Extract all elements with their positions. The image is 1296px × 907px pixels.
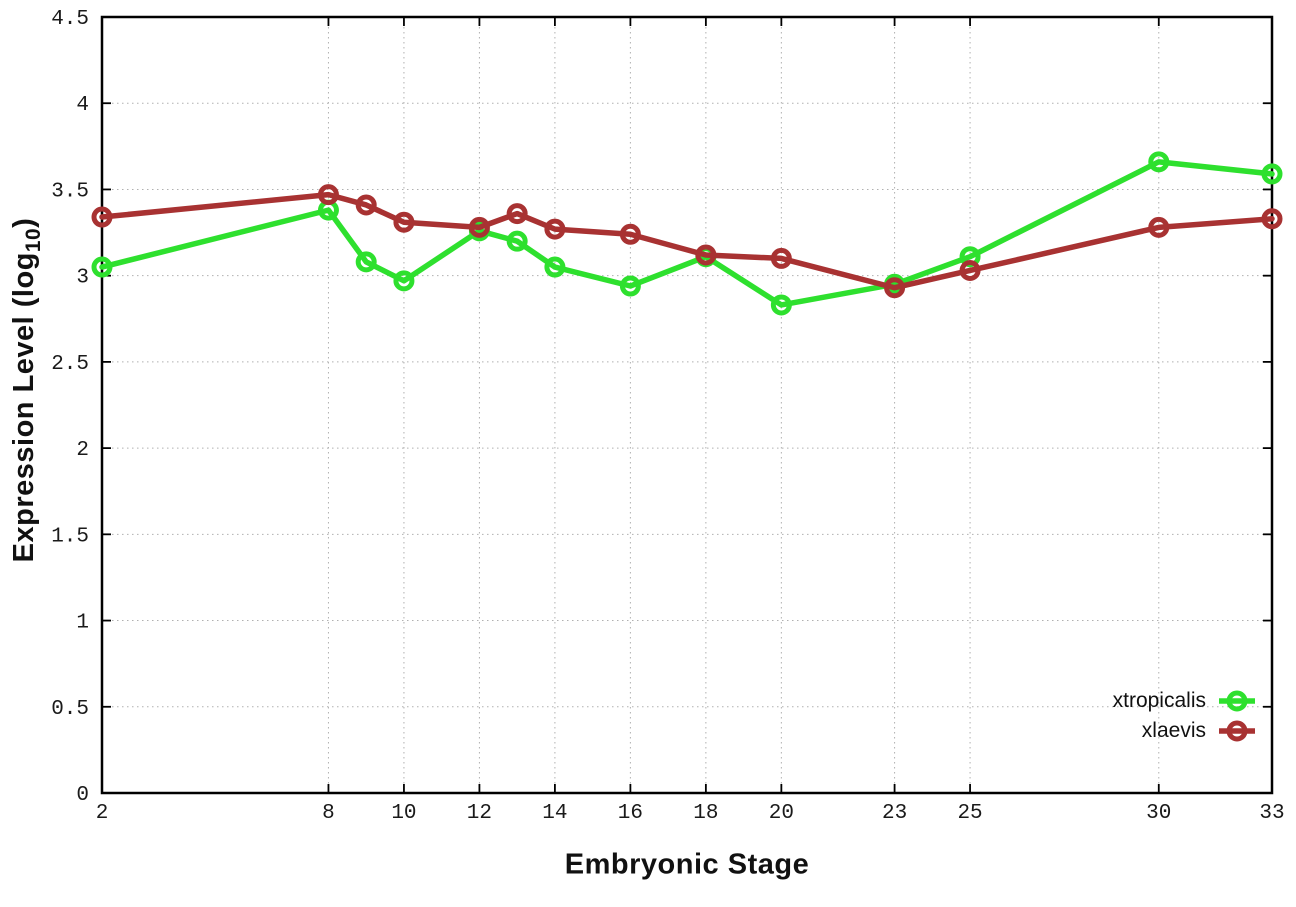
y-tick-label: 3.5 (51, 180, 89, 203)
x-axis-title: Embryonic Stage (564, 848, 810, 881)
data-point-marker (544, 256, 566, 278)
x-tick-label: 33 (1259, 802, 1284, 825)
x-tick-label: 23 (882, 802, 907, 825)
x-tick-labels: 2 8 10 12 14 16 18 20 23 25 30 33 (96, 802, 1285, 825)
data-point-marker (544, 218, 566, 240)
legend-item-xtropicalis: xtropicalis (1113, 686, 1256, 716)
plot-border (100, 15, 1274, 795)
y-tick-label: 0 (76, 784, 89, 807)
data-point-marker (1261, 163, 1283, 185)
series-xlaevis (91, 184, 1283, 299)
data-point-marker (91, 256, 113, 278)
data-point-marker (884, 277, 906, 299)
x-tick-label: 25 (957, 802, 982, 825)
data-point-marker (393, 211, 415, 233)
y-axis-title: Expression Level (log10) (8, 218, 46, 563)
legend: xtropicalis xlaevis (1113, 686, 1256, 746)
data-point-marker (506, 230, 528, 252)
data-point-marker (1148, 151, 1170, 173)
y-axis-title-subscript: 10 (21, 227, 45, 253)
data-point-marker (393, 270, 415, 292)
data-point-marker (959, 259, 981, 281)
data-point-marker (770, 294, 792, 316)
legend-label-xlaevis: xlaevis (1141, 719, 1206, 742)
data-point-marker (506, 203, 528, 225)
x-tick-label: 8 (322, 802, 335, 825)
data-point-marker (1261, 208, 1283, 230)
data-point-marker (695, 244, 717, 266)
y-tick-label: 1 (76, 612, 89, 635)
series-line (99, 191, 1275, 291)
x-tick-label: 30 (1146, 802, 1171, 825)
data-point-marker (770, 247, 792, 269)
axis-ticks (101, 16, 1273, 794)
legend-label-xtropicalis: xtropicalis (1112, 689, 1206, 712)
data-point-marker (619, 275, 641, 297)
data-point-marker (355, 194, 377, 216)
y-tick-label: 4.5 (51, 8, 89, 31)
x-tick-label: 12 (467, 802, 492, 825)
data-point-marker (355, 251, 377, 273)
x-tick-label: 10 (391, 802, 416, 825)
series-xtropicalis (91, 151, 1283, 316)
y-axis-title-close-paren: ) (8, 217, 41, 228)
y-tick-label: 4 (76, 94, 89, 117)
y-tick-label: 2.5 (51, 353, 89, 376)
data-point-marker (317, 184, 339, 206)
data-point-marker (91, 206, 113, 228)
data-point-marker (1148, 216, 1170, 238)
x-tick-label: 14 (542, 802, 567, 825)
y-tick-label: 1.5 (51, 525, 89, 548)
gridlines (101, 16, 1273, 794)
y-tick-labels: 0 0.5 1 1.5 2 2.5 3 3.5 4 4.5 (51, 8, 89, 807)
x-tick-label: 20 (769, 802, 794, 825)
data-point-marker (468, 216, 490, 238)
legend-item-xlaevis: xlaevis (1113, 716, 1256, 746)
x-tick-label: 2 (96, 802, 109, 825)
legend-sample-line-icon (1219, 690, 1255, 712)
x-tick-label: 18 (693, 802, 718, 825)
y-tick-label: 2 (76, 439, 89, 462)
x-tick-label: 16 (618, 802, 643, 825)
legend-sample-line-icon (1219, 720, 1255, 742)
y-tick-label: 3 (76, 267, 89, 290)
series-line (99, 159, 1275, 308)
y-axis-title-text: Expression Level (log (8, 252, 41, 563)
data-point-marker (619, 223, 641, 245)
y-tick-label: 0.5 (51, 698, 89, 721)
